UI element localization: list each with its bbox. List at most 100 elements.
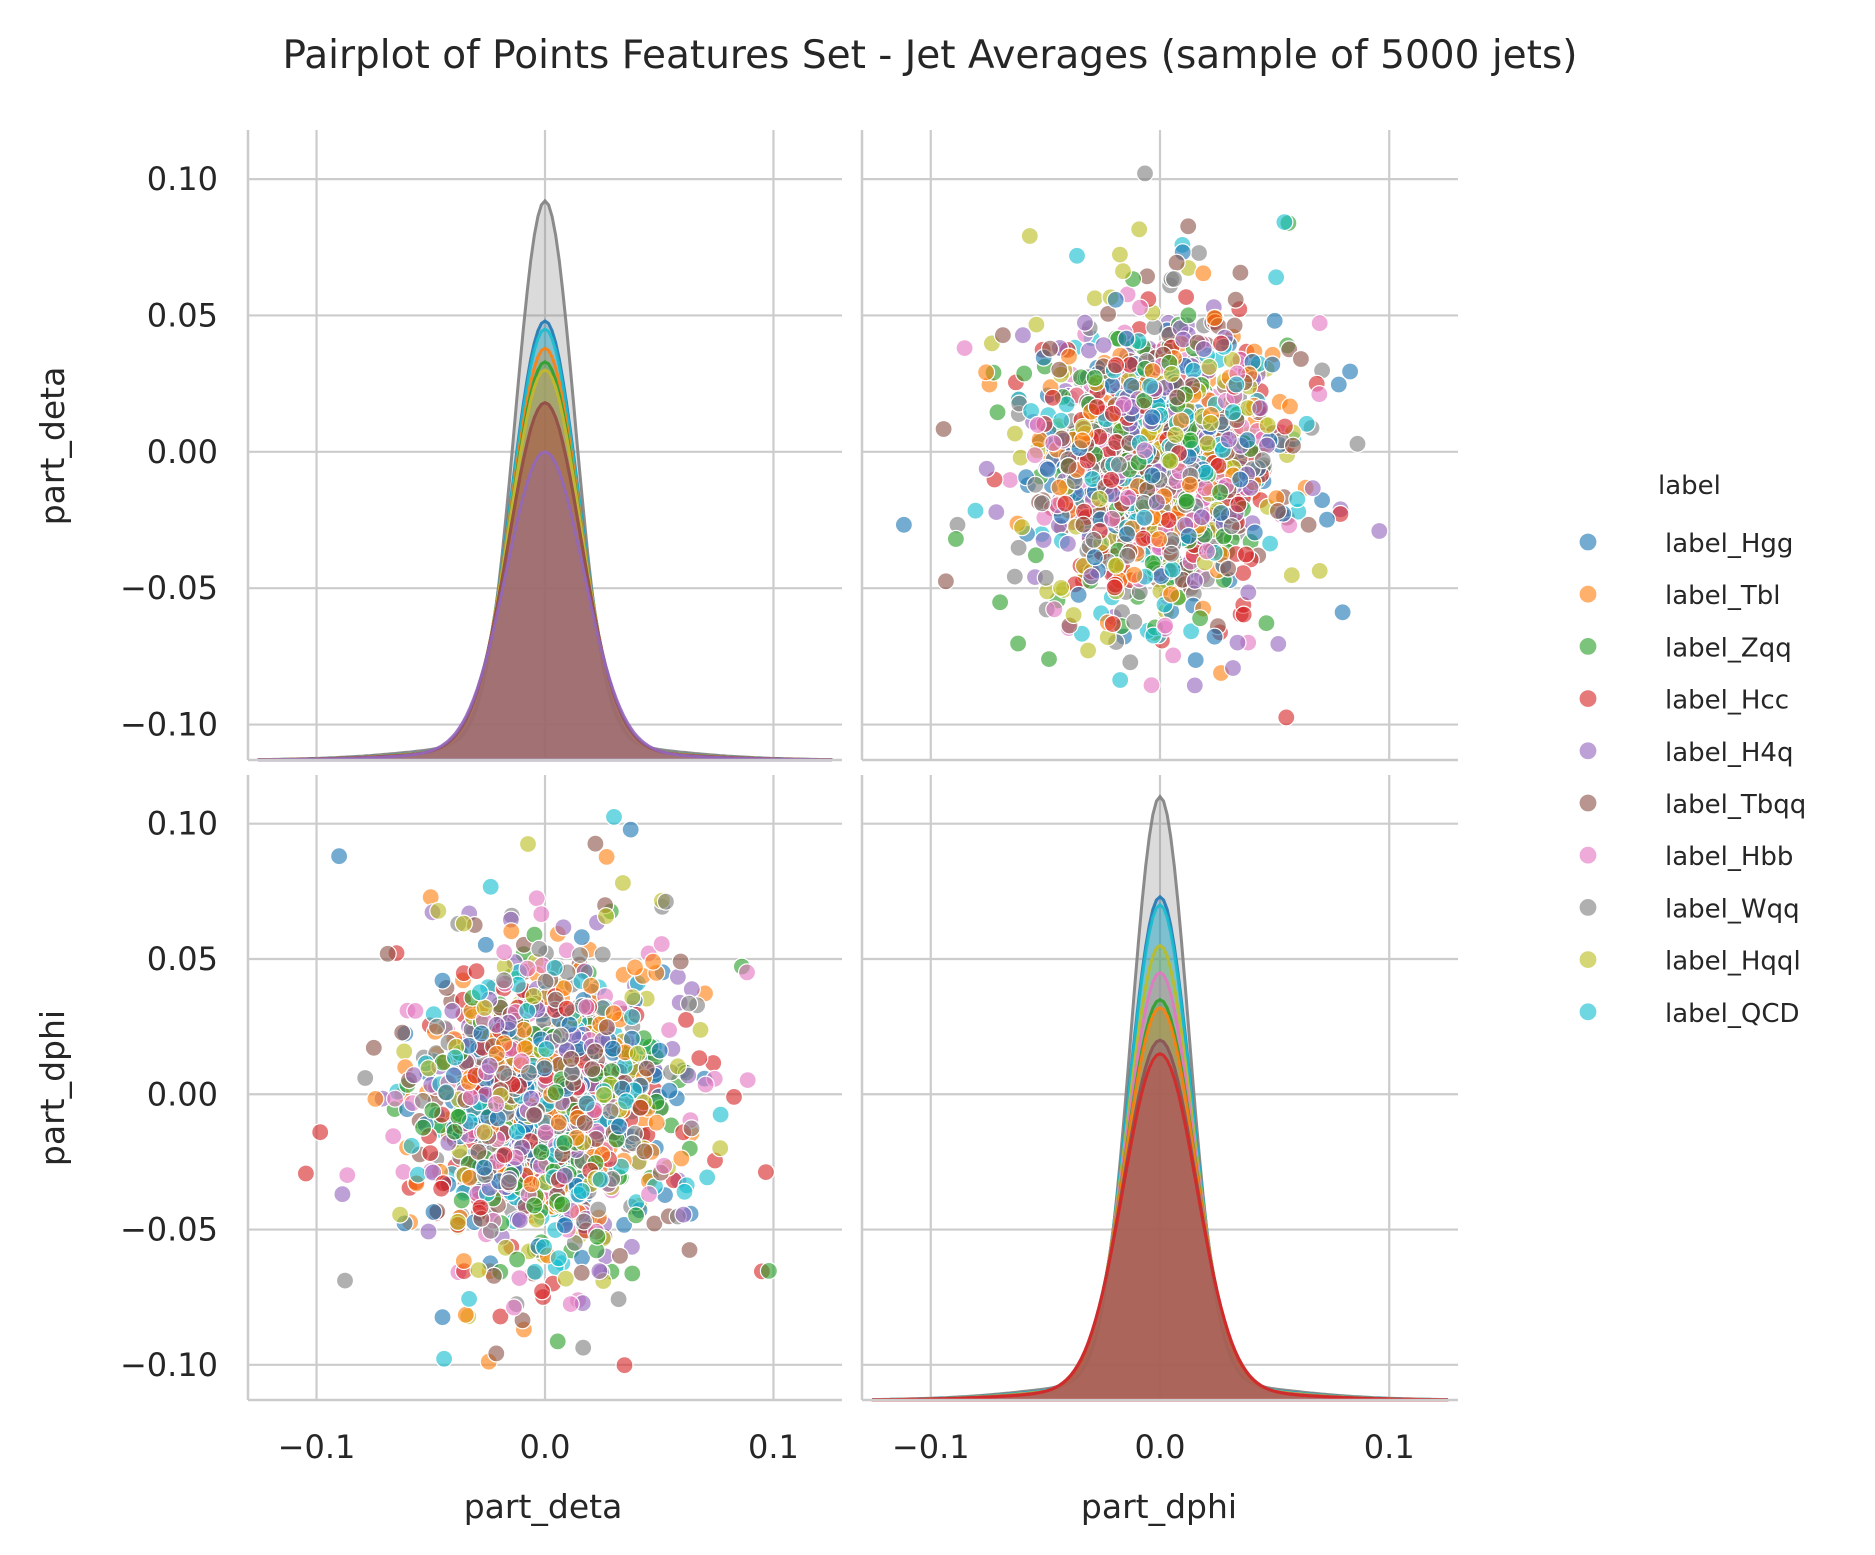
point-label_Hcc xyxy=(1106,356,1126,375)
point-label_Tbqq xyxy=(1225,316,1244,335)
x-tick-label: 0.0 xyxy=(520,1428,571,1466)
point-label_Hqql xyxy=(1201,413,1220,433)
point-label_Tbl xyxy=(597,847,616,867)
point-label_Hqql xyxy=(556,1269,575,1288)
point-label_Hgg xyxy=(433,971,452,990)
point-label_Hqql xyxy=(1166,425,1185,444)
point-label_QCD xyxy=(1135,508,1154,527)
point-label_Hgg xyxy=(1143,408,1162,427)
point-label_Tbqq xyxy=(680,1240,699,1260)
point-label_H4q xyxy=(1192,508,1211,527)
point-label_Hcc xyxy=(690,1048,709,1068)
point-label_Zqq xyxy=(623,1264,642,1283)
legend-item-label_Wqq: label_Wqq xyxy=(1665,894,1800,924)
point-label_Tbqq xyxy=(597,1018,617,1037)
point-label_QCD xyxy=(1266,268,1286,287)
point-label_Hbb xyxy=(577,997,596,1017)
point-label_Hbb xyxy=(1102,509,1122,528)
point-label_Hqql xyxy=(524,987,543,1006)
point-label_Wqq xyxy=(1121,653,1140,672)
point-label_Wqq xyxy=(1109,455,1129,474)
point-label_Wqq xyxy=(494,971,514,990)
point-label_QCD xyxy=(604,807,624,827)
legend-item-label_Hqql: label_Hqql xyxy=(1665,947,1801,977)
point-label_Zqq xyxy=(525,1196,544,1215)
point-label_Hbb xyxy=(384,1127,403,1146)
point-label_Wqq xyxy=(1009,538,1028,557)
point-label_Tbqq xyxy=(1283,436,1303,455)
point-label_Tbqq xyxy=(1280,340,1299,359)
panel-dphi-vs-deta-scatter xyxy=(860,130,1458,762)
point-label_Tbl xyxy=(1050,478,1069,497)
point-label_QCD xyxy=(545,958,564,978)
point-label_Hbb xyxy=(639,1185,659,1204)
point-label_Tbl xyxy=(625,958,645,977)
point-label_QCD xyxy=(675,1182,694,1201)
point-label_Zqq xyxy=(1039,649,1059,669)
point-label_Hqql xyxy=(1110,245,1130,264)
point-label_Hbb xyxy=(338,1165,357,1185)
point-label_H4q xyxy=(443,1001,462,1021)
point-label_Hgg xyxy=(1245,523,1264,542)
point-label_Zqq xyxy=(546,1083,565,1102)
y-axis-label-top: part_deta xyxy=(33,367,72,526)
point-label_H4q xyxy=(1219,430,1238,449)
point-label_Tbqq xyxy=(1231,263,1250,282)
point-label_Hgg xyxy=(475,1158,494,1177)
point-label_Wqq xyxy=(570,945,590,965)
point-label_Wqq xyxy=(1253,451,1272,470)
point-label_Hqql xyxy=(429,901,448,921)
point-label_QCD xyxy=(1051,411,1071,430)
point-label_Hqql xyxy=(1106,556,1126,575)
point-label_Tbqq xyxy=(1168,388,1187,407)
point-label_Tbl xyxy=(643,952,663,971)
point-label_Tbqq xyxy=(645,1214,664,1233)
point-label_Tbqq xyxy=(583,1059,602,1079)
point-label_Hqql xyxy=(1078,641,1098,660)
y-axis-label-bottom: part_dphi xyxy=(33,1010,72,1166)
point-label_Tbl xyxy=(1125,565,1144,584)
point-label_Zqq xyxy=(452,1191,471,1210)
point-label_Hbb xyxy=(495,942,514,962)
point-label_Tbqq xyxy=(1268,501,1288,521)
point-label_H4q xyxy=(404,1066,423,1085)
point-label_H4q xyxy=(1228,633,1247,652)
point-label_Hgg xyxy=(1069,585,1088,605)
y-tick-labels: 0.10 0.05 0.00 −0.05 −0.10 0.10 0.05 0.00 −0.05 −… xyxy=(120,160,218,1384)
point-label_H4q xyxy=(1194,340,1213,359)
point-label_Hqql xyxy=(419,1059,438,1078)
point-label_H4q xyxy=(977,459,996,478)
point-label_Hcc xyxy=(1056,494,1075,513)
point-label_H4q xyxy=(1147,493,1167,512)
point-label_Zqq xyxy=(507,1250,527,1269)
point-label_Tbqq xyxy=(572,1263,591,1283)
point-label_Hgg xyxy=(1265,311,1284,330)
point-label_H4q xyxy=(419,1222,438,1241)
point-label_Tbqq xyxy=(635,1142,654,1161)
point-label_Hqql xyxy=(395,1042,414,1061)
point-label_H4q xyxy=(1370,521,1389,541)
point-label_Hgg xyxy=(1312,491,1332,510)
point-label_Hcc xyxy=(557,999,576,1018)
x-axis-label-right: part_dphi xyxy=(1081,1487,1237,1526)
point-label_Hqql xyxy=(596,907,616,926)
point-label_Hbb xyxy=(461,1088,480,1107)
point-label_Tbqq xyxy=(586,834,605,853)
point-label_Wqq xyxy=(1222,517,1241,536)
point-label_QCD xyxy=(572,1181,591,1201)
point-label_Hcc xyxy=(1211,334,1231,353)
point-label_QCD xyxy=(966,501,985,520)
point-label_Wqq xyxy=(574,1212,594,1231)
legend-marker-label_Wqq xyxy=(1578,897,1598,918)
x-tick-label: 0.0 xyxy=(1135,1428,1186,1466)
point-label_Hgg xyxy=(1231,470,1250,489)
point-label_Wqq xyxy=(1164,269,1184,289)
point-label_Hqql xyxy=(469,1260,488,1280)
point-label_Hbb xyxy=(652,934,671,954)
point-label_Wqq xyxy=(1036,568,1055,587)
point-label_Tbqq xyxy=(1218,559,1238,578)
legend-marker-label_Hqql xyxy=(1578,949,1598,970)
point-label_Hgg xyxy=(660,1081,679,1100)
point-label_Zqq xyxy=(1085,368,1104,387)
legend-item-label_Zqq: label_Zqq xyxy=(1665,633,1792,663)
